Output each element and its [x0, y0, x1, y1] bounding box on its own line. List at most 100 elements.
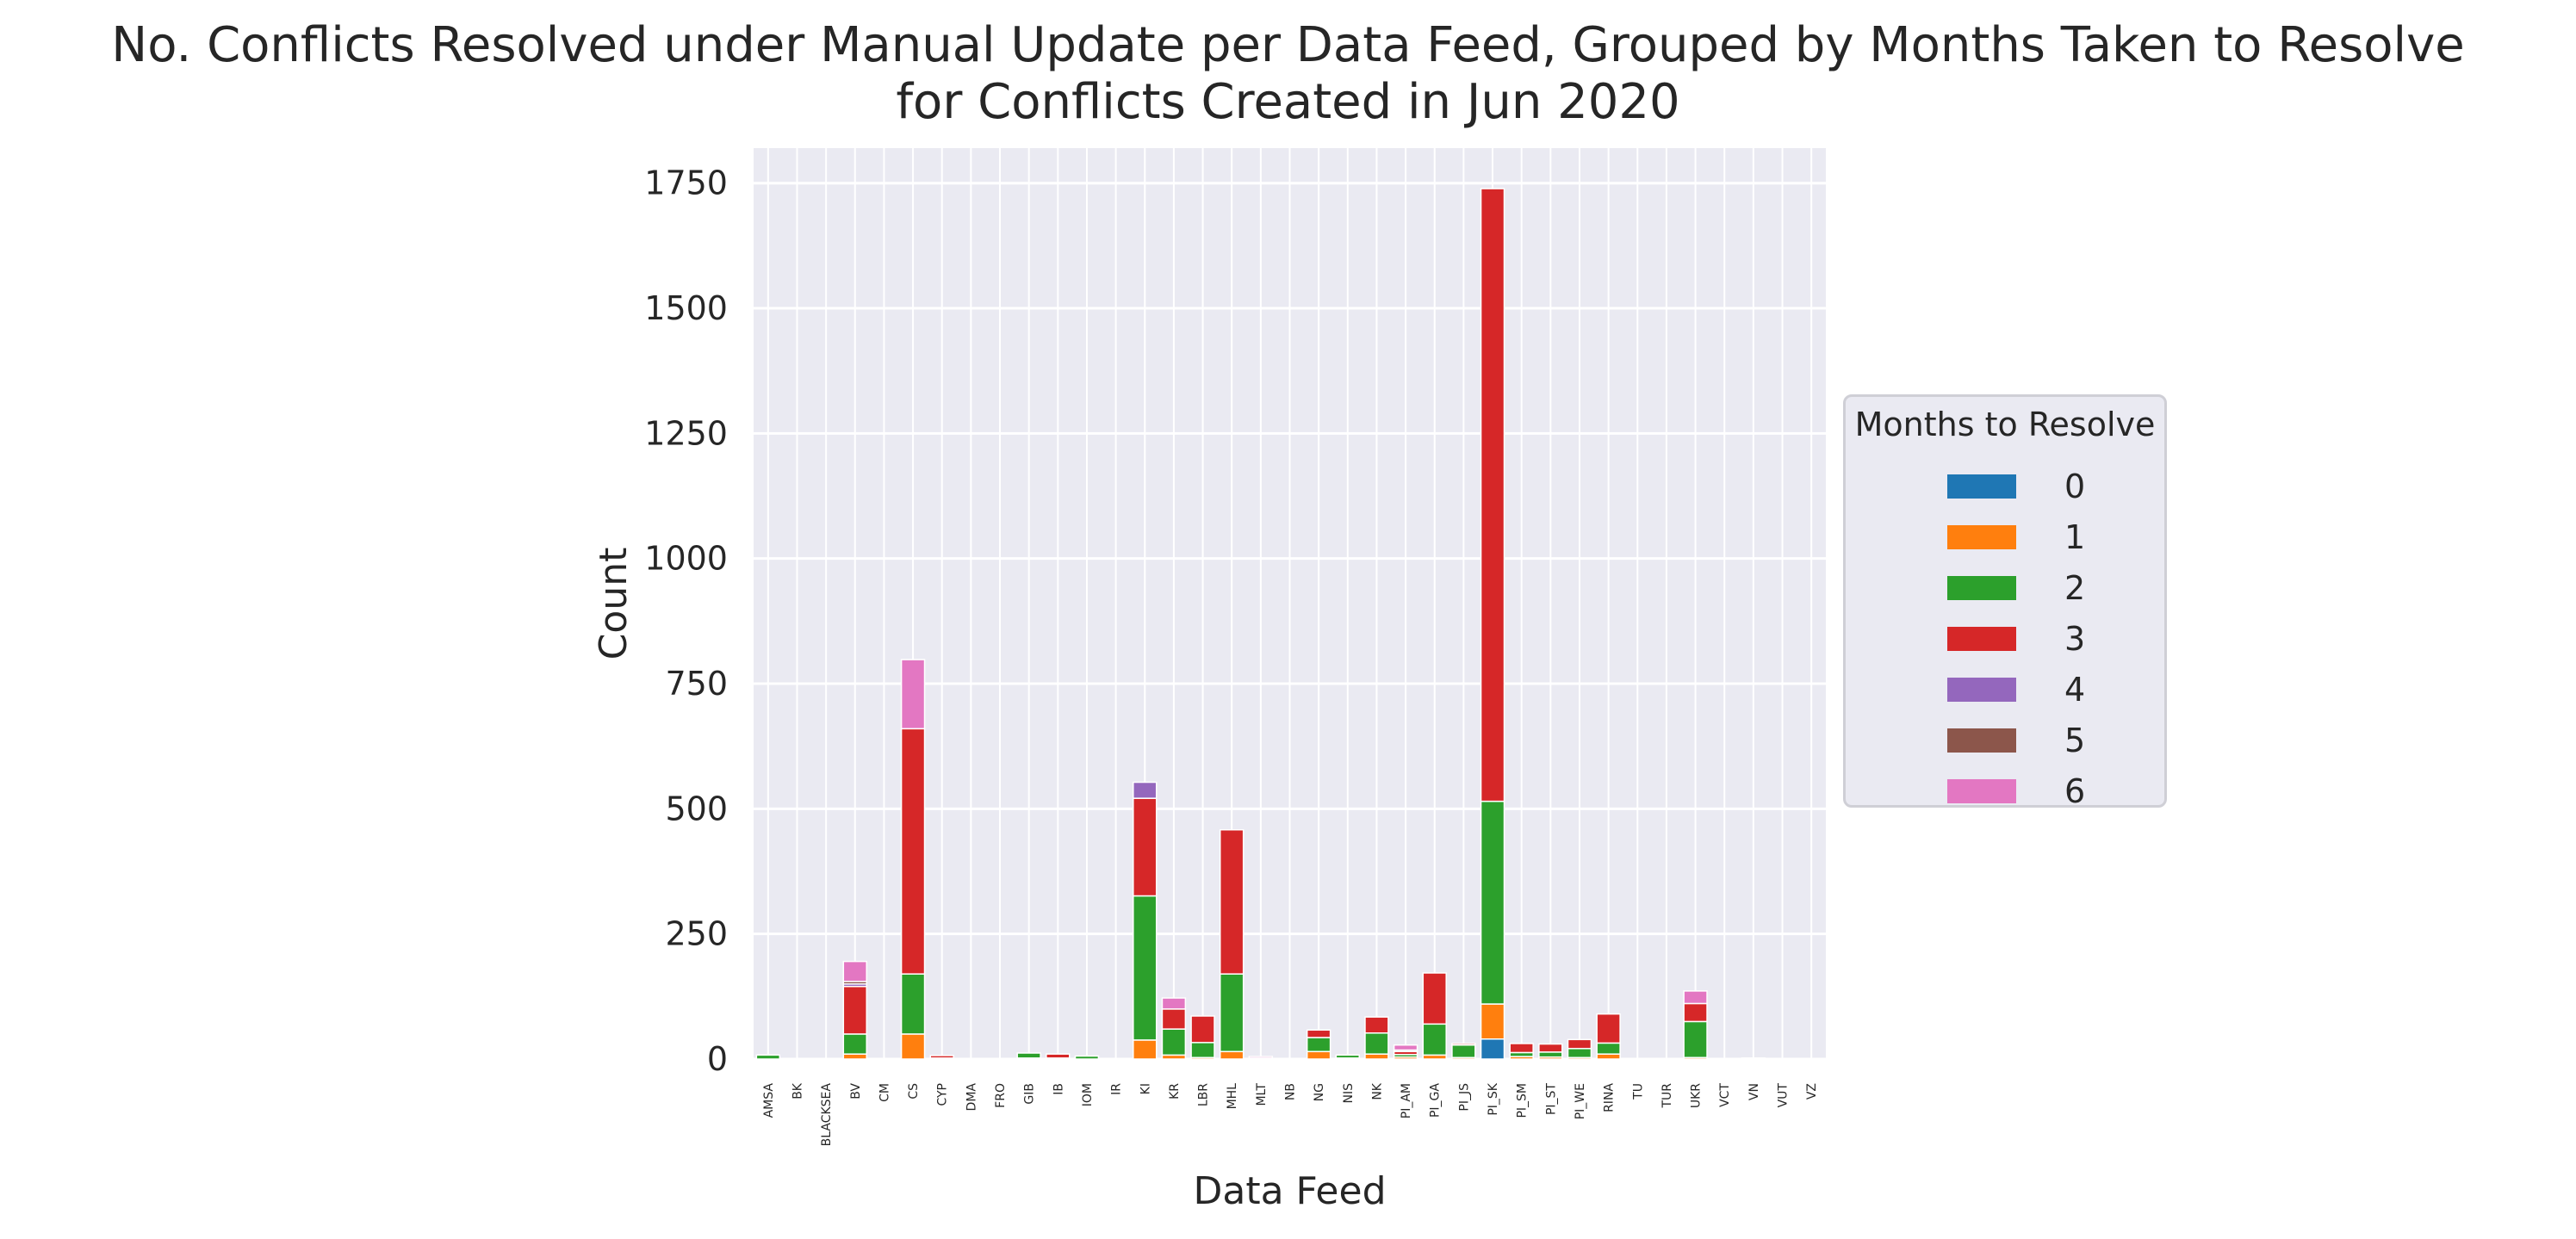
- legend-label: 3: [2064, 620, 2086, 658]
- legend-label: 2: [2064, 569, 2086, 607]
- bar-segment-VN-1: [1741, 1057, 1766, 1060]
- bar-segment-GIB-2: [1016, 1052, 1041, 1059]
- legend-swatch: [1947, 779, 2016, 803]
- x-tick-label: KI: [1139, 1083, 1152, 1094]
- bar-segment-AMSA-2: [755, 1054, 781, 1060]
- chart-title: No. Conflicts Resolved under Manual Upda…: [0, 17, 2576, 131]
- bar-segment-IB-3: [1046, 1053, 1071, 1059]
- bar-segment-CS-1: [900, 1033, 926, 1060]
- y-tick-label: 1250: [644, 414, 728, 452]
- y-tick-label: 1500: [644, 289, 728, 327]
- x-tick-label: RINA: [1603, 1083, 1617, 1112]
- legend-item-4: 4: [1846, 667, 2164, 717]
- y-axis-ticks: 0 250 500 750 1000 1250 1500 1750: [644, 164, 728, 1078]
- legend-item-3: 3: [1846, 616, 2164, 666]
- bar-segment-KI-3: [1133, 797, 1158, 897]
- bar-segment-NG-1: [1306, 1050, 1331, 1060]
- legend-item-0: 0: [1846, 464, 2164, 514]
- x-tick-label: GIB: [1023, 1083, 1037, 1105]
- bar-segment-MLT-6: [1248, 1056, 1274, 1059]
- legend-swatch: [1947, 627, 2016, 651]
- legend-swatch: [1947, 678, 2016, 702]
- x-axis-ticks: AMSA BK BLACKSEA BV CM CS CYP DMA FRO GIB IB IOM IR K…: [762, 1082, 1819, 1146]
- x-tick-label: CS: [907, 1083, 921, 1100]
- bar-segment-PI_GA-2: [1422, 1023, 1447, 1056]
- x-axis-label: Data Feed: [1193, 1169, 1386, 1213]
- x-tick-label: NIS: [1342, 1083, 1356, 1104]
- legend-swatch: [1947, 728, 2016, 753]
- x-tick-label: DMA: [965, 1083, 978, 1112]
- x-tick-label: VUT: [1777, 1083, 1791, 1108]
- bar-segment-BV-1: [842, 1053, 867, 1060]
- x-tick-label: VCT: [1718, 1083, 1732, 1107]
- x-tick-label: PI_WE: [1574, 1083, 1587, 1119]
- x-tick-label: BV: [849, 1083, 863, 1100]
- bar-segment-NK-1: [1364, 1053, 1389, 1060]
- y-tick-label: 250: [665, 915, 728, 953]
- bar-segment-KR-6: [1161, 997, 1187, 1010]
- bar-segment-LBR-3: [1190, 1015, 1215, 1044]
- bar-segment-CS-2: [900, 973, 926, 1035]
- x-tick-label: CYP: [936, 1083, 950, 1106]
- y-tick-label: 750: [665, 665, 728, 703]
- y-tick-label: 0: [707, 1040, 728, 1078]
- legend-label: 1: [2064, 518, 2086, 556]
- bars: [755, 188, 1766, 1060]
- bar-segment-MHL-1: [1219, 1050, 1245, 1060]
- legend-item-5: 5: [1846, 718, 2164, 768]
- bar-segment-RINA-3: [1596, 1013, 1621, 1044]
- x-tick-label: PI_AM: [1400, 1083, 1413, 1118]
- bar-segment-PI_SM-3: [1509, 1043, 1534, 1054]
- legend-swatch: [1947, 525, 2016, 549]
- x-tick-label: PI_ST: [1544, 1083, 1558, 1115]
- y-tick-label: 1750: [644, 164, 728, 202]
- bar-segment-KI-1: [1133, 1039, 1158, 1060]
- bar-segment-CS-3: [900, 728, 926, 975]
- y-axis-label: Count: [592, 548, 636, 660]
- x-tick-label: AMSA: [762, 1083, 776, 1118]
- x-tick-label: NK: [1370, 1082, 1384, 1100]
- x-tick-label: IOM: [1081, 1083, 1095, 1106]
- x-tick-label: MHL: [1226, 1083, 1239, 1110]
- x-tick-label: FRO: [994, 1083, 1008, 1108]
- legend-label: 5: [2064, 722, 2086, 759]
- x-tick-label: KR: [1168, 1083, 1182, 1100]
- bar-segment-UKR-2: [1683, 1020, 1708, 1059]
- legend-swatch: [1947, 576, 2016, 600]
- x-tick-label: BK: [791, 1082, 804, 1100]
- bar-segment-NG-3: [1306, 1029, 1331, 1038]
- bar-segment-PI_JS-2: [1451, 1044, 1476, 1059]
- x-tick-label: NB: [1284, 1083, 1298, 1100]
- x-tick-label: PI_SK: [1487, 1082, 1500, 1115]
- bar-segment-PI_AM-6: [1393, 1044, 1418, 1051]
- y-tick-label: 1000: [644, 540, 728, 578]
- legend: Months to Resolve 0 1 2 3 4 5 6: [1843, 394, 2167, 810]
- x-tick-label: LBR: [1197, 1083, 1211, 1106]
- bar-segment-NK-3: [1364, 1016, 1389, 1034]
- x-tick-label: PI_GA: [1429, 1083, 1443, 1118]
- bar-segment-IOM-2: [1074, 1055, 1100, 1060]
- x-tick-label: TUR: [1660, 1083, 1674, 1109]
- legend-item-1: 1: [1846, 515, 2164, 565]
- bar-segment-PI_JS-3: [1451, 1043, 1476, 1046]
- bar-segment-CYP-3: [929, 1055, 954, 1059]
- bar-segment-MHL-3: [1219, 829, 1245, 975]
- x-tick-label: VZ: [1805, 1083, 1819, 1100]
- legend-label: 0: [2064, 468, 2086, 505]
- bar-segment-CS-6: [900, 659, 926, 730]
- bar-segment-BV-3: [842, 985, 867, 1035]
- legend-item-6: 6: [1846, 769, 2164, 819]
- y-tick-label: 500: [665, 790, 728, 827]
- x-tick-label: NG: [1313, 1083, 1326, 1101]
- x-tick-label: PI_SM: [1516, 1083, 1530, 1118]
- x-tick-label: IR: [1110, 1083, 1124, 1095]
- bar-segment-MHL-2: [1219, 973, 1245, 1053]
- bar-segment-PI_SK-0: [1480, 1038, 1505, 1060]
- x-tick-label: PI_JS: [1457, 1083, 1471, 1112]
- legend-item-2: 2: [1846, 566, 2164, 616]
- bar-segment-PI_SK-1: [1480, 1003, 1505, 1040]
- bar-segment-KI-4: [1133, 781, 1158, 799]
- x-tick-label: MLT: [1255, 1083, 1269, 1106]
- bar-segment-KR-3: [1161, 1008, 1187, 1030]
